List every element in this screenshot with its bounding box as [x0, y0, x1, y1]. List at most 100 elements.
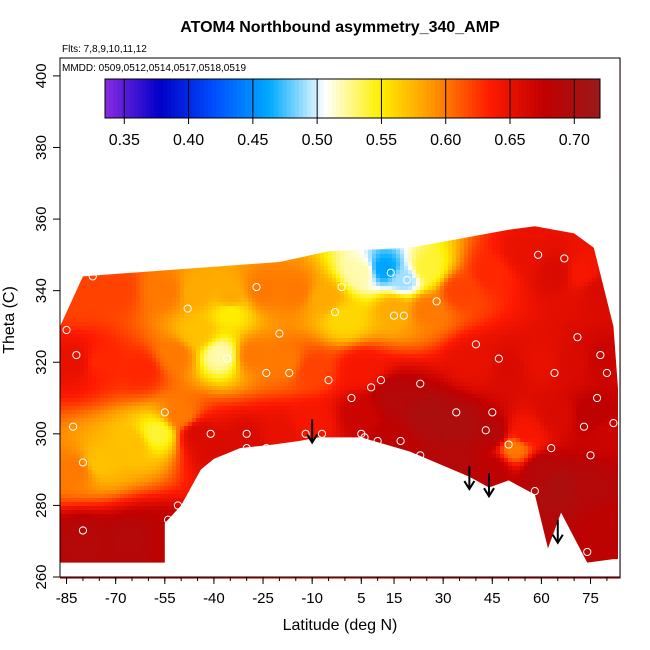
heat-cell — [88, 414, 93, 419]
heat-cell — [116, 370, 121, 375]
heat-cell — [192, 442, 197, 447]
heat-cell — [188, 454, 193, 459]
heat-cell — [112, 510, 117, 515]
heat-cell — [84, 314, 89, 319]
heat-cell — [76, 302, 81, 307]
heat-cell — [80, 506, 85, 511]
heat-cell — [104, 390, 109, 395]
heat-cell — [152, 390, 157, 395]
heat-cell — [120, 366, 125, 371]
heat-cell — [152, 270, 157, 275]
heat-cell — [160, 406, 165, 411]
heat-cell — [208, 302, 213, 307]
heat-cell — [76, 478, 81, 483]
heat-cell — [168, 482, 173, 487]
heat-cell — [128, 398, 133, 403]
heat-cell — [188, 378, 193, 383]
heat-cell — [160, 410, 165, 415]
heat-cell — [176, 298, 181, 303]
heat-cell — [100, 298, 105, 303]
heat-cell — [88, 470, 93, 475]
heat-cell — [208, 430, 213, 435]
heat-cell — [160, 294, 165, 299]
heat-cell — [112, 422, 117, 427]
heat-cell — [168, 478, 173, 483]
heat-cell — [120, 374, 125, 379]
heat-cell — [192, 418, 197, 423]
heat-cell — [164, 498, 169, 503]
heat-cell — [172, 274, 177, 279]
heat-cell — [72, 514, 77, 519]
heat-cell — [104, 558, 109, 563]
heat-cell — [172, 350, 177, 355]
heat-cell — [124, 358, 129, 363]
heat-cell — [176, 330, 181, 335]
heat-cell — [152, 526, 157, 531]
heat-cell — [72, 374, 77, 379]
heat-cell — [152, 306, 157, 311]
heat-cell — [72, 490, 77, 495]
heat-cell — [80, 342, 85, 347]
heat-cell — [112, 362, 117, 367]
heat-cell — [128, 406, 133, 411]
heat-cell — [108, 454, 113, 459]
heat-cell — [100, 390, 105, 395]
heat-cell — [140, 442, 145, 447]
heat-cell — [132, 398, 137, 403]
heat-cell — [156, 466, 161, 471]
heat-cell — [88, 418, 93, 423]
heat-cell — [152, 362, 157, 367]
heat-cell — [124, 310, 129, 315]
heat-cell — [64, 386, 69, 391]
heat-cell — [204, 290, 209, 295]
heat-cell — [204, 434, 209, 439]
heat-cell — [100, 366, 105, 371]
heat-cell — [172, 290, 177, 295]
heat-cell — [60, 382, 65, 387]
heat-cell — [204, 394, 209, 399]
heat-cell — [172, 506, 177, 511]
heat-cell — [68, 318, 73, 323]
heat-cell — [196, 298, 201, 303]
heat-cell — [68, 418, 73, 423]
heat-cell — [68, 478, 73, 483]
heat-cell — [72, 502, 77, 507]
heat-cell — [88, 530, 93, 535]
heat-cell — [200, 438, 205, 443]
heat-cell — [136, 418, 141, 423]
heat-cell — [168, 282, 173, 287]
heat-cell — [100, 326, 105, 331]
heat-cell — [184, 390, 189, 395]
heat-cell — [112, 286, 117, 291]
heat-cell — [84, 386, 89, 391]
heat-cell — [72, 362, 77, 367]
heat-cell — [60, 502, 65, 507]
heat-cell — [140, 402, 145, 407]
heat-cell — [196, 330, 201, 335]
heat-cell — [108, 358, 113, 363]
heat-cell — [156, 546, 161, 551]
heat-cell — [60, 558, 65, 563]
heat-cell — [188, 410, 193, 415]
heat-cell — [132, 342, 137, 347]
heat-cell — [112, 506, 117, 511]
heat-cell — [160, 554, 165, 559]
heat-cell — [100, 538, 105, 543]
heat-cell — [132, 406, 137, 411]
heat-cell — [124, 458, 129, 463]
heat-cell — [152, 442, 157, 447]
heat-cell — [96, 418, 101, 423]
heat-cell — [188, 406, 193, 411]
heat-cell — [176, 438, 181, 443]
heat-cell — [120, 522, 125, 527]
heat-cell — [172, 378, 177, 383]
heat-cell — [188, 390, 193, 395]
heat-cell — [136, 558, 141, 563]
heat-cell — [128, 318, 133, 323]
heat-cell — [84, 402, 89, 407]
heat-cell — [104, 378, 109, 383]
heat-cell — [144, 322, 149, 327]
heat-cell — [68, 342, 73, 347]
heat-cell — [188, 326, 193, 331]
heat-cell — [148, 470, 153, 475]
